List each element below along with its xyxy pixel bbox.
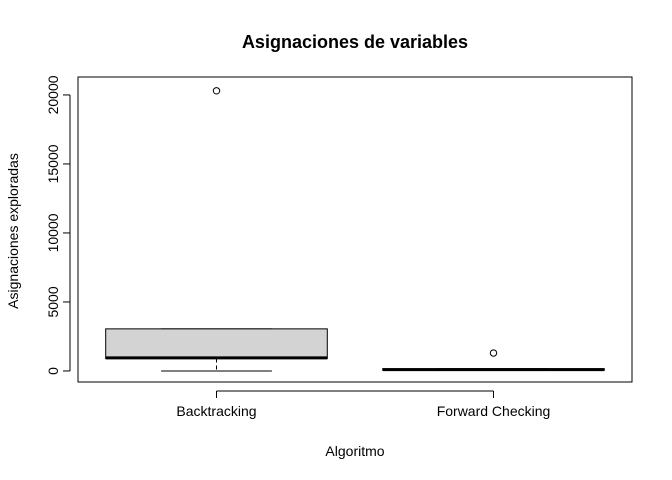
y-tick-label: 10000 (45, 213, 61, 252)
outlier-point (212, 87, 221, 95)
y-axis-label: Asignaciones exploradas (5, 153, 21, 309)
boxes-layer (105, 87, 605, 372)
x-tick-label: Forward Checking (437, 403, 551, 419)
plot-frame (77, 76, 633, 383)
x-axis: Backtracking Forward Checking (176, 390, 551, 419)
chart-title: Asignaciones de variables (242, 32, 468, 52)
x-axis-label: Algoritmo (325, 443, 384, 459)
x-tick-label: Backtracking (176, 403, 256, 419)
y-tick-label: 15000 (45, 144, 61, 183)
y-axis: 0 5000 10000 15000 20000 (45, 75, 71, 375)
outlier-point (489, 349, 498, 357)
box-group (382, 349, 605, 372)
box-group (105, 87, 328, 372)
y-tick-label: 5000 (45, 286, 61, 317)
y-tick-label: 0 (45, 367, 61, 375)
y-tick-label: 20000 (45, 75, 61, 114)
box-iqr (105, 328, 328, 360)
